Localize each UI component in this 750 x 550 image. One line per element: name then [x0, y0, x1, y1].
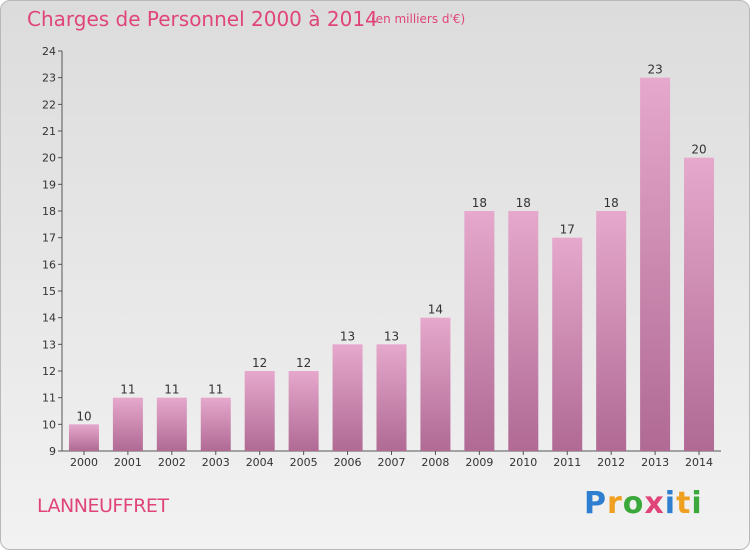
bar	[156, 397, 187, 451]
logo-letter: x	[644, 486, 665, 521]
bar	[244, 371, 275, 451]
bar	[112, 397, 143, 451]
chart-subtitle: (en milliers d'€)	[371, 12, 466, 26]
data-label: 10	[76, 409, 91, 423]
y-tick-label: 9	[49, 445, 56, 458]
y-tick-label: 15	[42, 285, 56, 298]
logo-letter: i	[664, 486, 677, 521]
x-tick-label: 2014	[685, 456, 713, 469]
x-tick-label: 2011	[553, 456, 581, 469]
bar	[420, 317, 451, 451]
x-tick-label: 2012	[597, 456, 625, 469]
logo-letter: i	[691, 486, 703, 521]
y-tick-label: 23	[42, 72, 56, 85]
y-tick-label: 12	[42, 365, 56, 378]
x-tick-label: 2008	[421, 456, 449, 469]
data-label: 20	[691, 143, 706, 157]
data-label: 12	[296, 356, 311, 370]
y-tick-label: 17	[42, 232, 56, 245]
bar	[684, 157, 715, 451]
data-label: 14	[428, 303, 443, 317]
x-tick-label: 2013	[641, 456, 669, 469]
x-tick-label: 2009	[465, 456, 493, 469]
logo-letter: t	[676, 486, 692, 521]
data-label: 11	[120, 383, 135, 397]
data-label: 17	[560, 223, 575, 237]
y-tick-label: 22	[42, 98, 56, 111]
data-label: 11	[208, 383, 223, 397]
data-label: 13	[384, 329, 399, 343]
y-tick-label: 10	[42, 418, 56, 431]
logo-letter: o	[622, 486, 645, 521]
proxiti-logo: Proxiti	[584, 486, 703, 521]
x-tick-label: 2003	[202, 456, 230, 469]
y-tick-label: 11	[42, 392, 56, 405]
data-label: 18	[516, 196, 531, 210]
y-tick-label: 14	[42, 312, 56, 325]
x-tick-label: 2006	[334, 456, 362, 469]
bar	[288, 371, 319, 451]
data-label: 23	[647, 63, 662, 77]
y-tick-label: 20	[42, 152, 56, 165]
bar	[552, 237, 583, 451]
data-label: 12	[252, 356, 267, 370]
bar	[332, 344, 363, 451]
bar	[596, 211, 627, 451]
bar	[508, 211, 539, 451]
x-tick-label: 2000	[70, 456, 98, 469]
y-tick-label: 16	[42, 258, 56, 271]
x-tick-label: 2002	[158, 456, 186, 469]
y-tick-label: 21	[42, 125, 56, 138]
x-tick-label: 2010	[509, 456, 537, 469]
bar	[464, 211, 495, 451]
logo-letter: P	[584, 486, 607, 521]
data-label: 18	[472, 196, 487, 210]
y-tick-label: 18	[42, 205, 56, 218]
data-label: 13	[340, 329, 355, 343]
bar	[200, 397, 231, 451]
bar	[376, 344, 407, 451]
data-label: 11	[164, 383, 179, 397]
y-tick-label: 24	[42, 45, 56, 58]
chart-title: Charges de Personnel 2000 à 2014	[27, 7, 378, 31]
logo-letter: r	[607, 486, 623, 521]
x-tick-label: 2004	[246, 456, 274, 469]
commune-name: LANNEUFFRET	[37, 495, 169, 517]
x-tick-label: 2001	[114, 456, 142, 469]
bar	[68, 424, 99, 451]
data-label: 18	[604, 196, 619, 210]
x-tick-label: 2007	[378, 456, 406, 469]
x-tick-label: 2005	[290, 456, 318, 469]
y-tick-label: 13	[42, 338, 56, 351]
bar	[640, 77, 671, 452]
y-tick-label: 19	[42, 178, 56, 191]
